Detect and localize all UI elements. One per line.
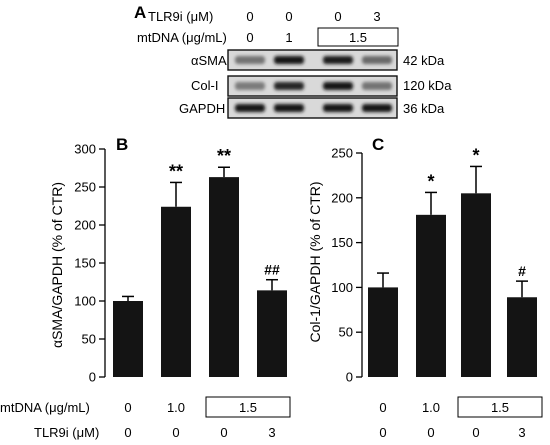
chart-c-mtdna-boxed-value: 1.5 xyxy=(491,400,509,415)
blot-tlr9i-value-1: 0 xyxy=(246,9,253,24)
chart-c-tlr9i-value-2: 0 xyxy=(427,425,434,440)
significance-marker: # xyxy=(518,263,526,279)
blot-mtdna-label: mtDNA (μg/mL) xyxy=(137,30,227,45)
significance-marker: ** xyxy=(169,161,183,181)
blot-mtdna-boxed-value: 1.5 xyxy=(349,30,367,45)
chart-b-tlr9i-value-4: 3 xyxy=(268,425,275,440)
bar xyxy=(416,214,446,377)
blot-mtdna-value-2: 1 xyxy=(285,30,292,45)
y-tick-label: 100 xyxy=(331,280,353,295)
panel-b: B αSMA/GAPDH (% of CTR) 0 50 100 150 200 250 3… xyxy=(0,135,291,440)
blot-size-label-3: 36 kDa xyxy=(403,101,445,116)
y-tick-label: 150 xyxy=(331,235,353,250)
bar xyxy=(368,287,398,377)
y-tick-label: 0 xyxy=(89,370,96,385)
chart-b-mtdna-box xyxy=(205,396,291,418)
y-tick-label: 200 xyxy=(331,190,353,205)
chart-b-mtdna-value-2: 1.0 xyxy=(167,400,185,415)
blot-band xyxy=(362,82,392,90)
chart-b-y-axis-label: αSMA/GAPDH (% of CTR) xyxy=(49,182,65,348)
blot-band xyxy=(274,82,304,90)
y-tick-label: 200 xyxy=(74,218,96,233)
blot-band xyxy=(235,56,265,64)
y-tick-label: 250 xyxy=(74,180,96,195)
blot-size-label-1: 42 kDa xyxy=(403,53,445,68)
blot-band xyxy=(274,56,304,64)
y-tick-label: 300 xyxy=(74,142,96,157)
blot-strip-2 xyxy=(227,75,398,97)
chart-c-mtdna-box xyxy=(457,396,543,418)
bar xyxy=(257,290,287,377)
blot-band xyxy=(362,56,392,64)
blot-band xyxy=(235,82,265,90)
chart-c-y-axis-label: Col-1/GAPDH (% of CTR) xyxy=(307,181,323,342)
blot-protein-label-1: αSMA xyxy=(191,53,227,68)
panel-letter-c: C xyxy=(372,135,384,154)
y-tick-label: 0 xyxy=(346,370,353,385)
chart-b-tlr9i-label: TLR9i (μM) xyxy=(34,425,99,440)
blot-tlr9i-value-3: 0 xyxy=(334,9,341,24)
bar xyxy=(113,301,143,377)
chart-c-mtdna-value-1: 0 xyxy=(379,400,386,415)
chart-b-tlr9i-value-2: 0 xyxy=(172,425,179,440)
blot-tlr9i-value-2: 0 xyxy=(285,9,292,24)
chart-b-tlr9i-value-3: 0 xyxy=(220,425,227,440)
y-tick-label: 100 xyxy=(74,294,96,309)
blot-band xyxy=(362,104,392,112)
blot-strip-1 xyxy=(227,49,398,71)
panel-a: A TLR9i (μM) 0 0 0 3 mtDNA (μg/mL) 0 1 1… xyxy=(134,3,452,119)
blot-band xyxy=(323,104,353,112)
chart-b-mtdna-value-1: 0 xyxy=(124,400,131,415)
chart-c-tlr9i-value-4: 3 xyxy=(518,425,525,440)
blot-protein-label-2: Col-I xyxy=(191,78,218,93)
y-tick-label: 50 xyxy=(82,332,96,347)
chart-c-plot: 0 50 100 150 200 250 * * # xyxy=(331,145,537,385)
blot-band xyxy=(235,104,265,112)
chart-c-tlr9i-value-3: 0 xyxy=(472,425,479,440)
chart-b-mtdna-label: mtDNA (μg/mL) xyxy=(0,400,90,415)
y-tick-label: 50 xyxy=(339,325,353,340)
blot-protein-label-3: GAPDH xyxy=(179,101,225,116)
panel-letter-b: B xyxy=(116,135,128,154)
panel-letter-a: A xyxy=(134,3,146,22)
y-tick-label: 150 xyxy=(74,256,96,271)
bar xyxy=(461,193,491,377)
blot-strips xyxy=(227,49,398,119)
chart-c-tlr9i-value-1: 0 xyxy=(379,425,386,440)
significance-marker: * xyxy=(472,145,479,165)
panel-c: C Col-1/GAPDH (% of CTR) 0 50 100 150 200 250… xyxy=(307,135,543,440)
blot-mtdna-value-1: 0 xyxy=(246,30,253,45)
blot-size-label-2: 120 kDa xyxy=(403,78,452,93)
blot-band xyxy=(323,56,353,64)
chart-b-tlr9i-value-1: 0 xyxy=(124,425,131,440)
chart-b-plot: 0 50 100 150 200 250 300 ** ** ## xyxy=(74,142,287,385)
blot-tlr9i-label: TLR9i (μM) xyxy=(148,9,213,24)
blot-band xyxy=(323,82,353,90)
blot-band xyxy=(274,104,304,112)
bar xyxy=(209,177,239,377)
chart-b-mtdna-boxed-value: 1.5 xyxy=(239,400,257,415)
significance-marker: * xyxy=(427,171,434,191)
bar xyxy=(161,206,191,377)
blot-tlr9i-value-4: 3 xyxy=(373,9,380,24)
bar xyxy=(507,297,537,377)
significance-marker: ** xyxy=(217,146,231,166)
blot-strip-3 xyxy=(227,97,398,119)
significance-marker: ## xyxy=(264,262,280,278)
y-tick-label: 250 xyxy=(331,146,353,161)
chart-c-mtdna-value-2: 1.0 xyxy=(422,400,440,415)
blot-mtdna-box xyxy=(317,27,399,47)
